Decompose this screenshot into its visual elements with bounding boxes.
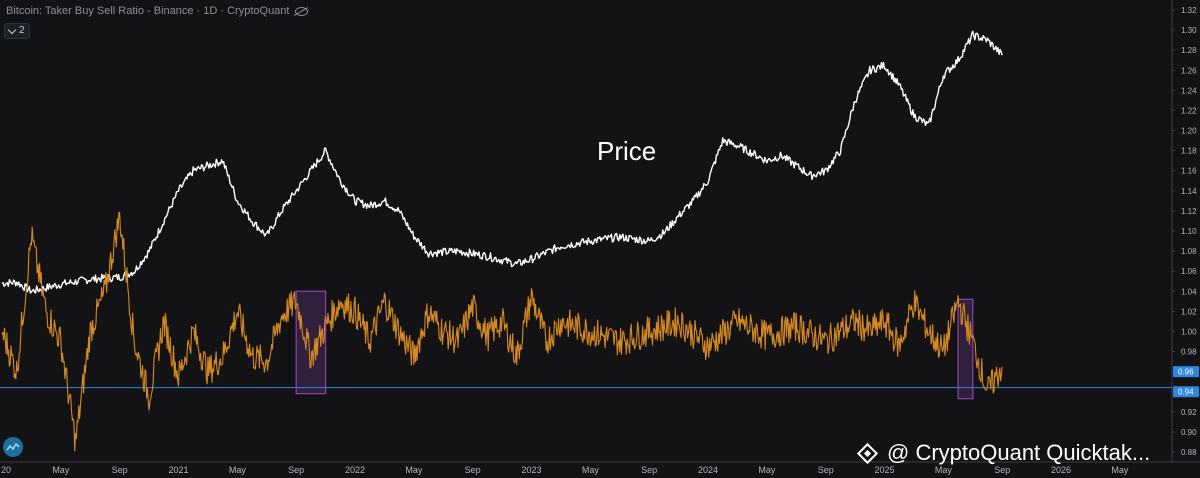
x-tick-label-16: May [935,465,953,475]
x-tick-label-13: May [758,465,776,475]
x-tick-label-8: Sep [465,465,481,475]
chart-title: Bitcoin: Taker Buy Sell Ratio - Binance … [6,5,290,17]
x-tick-label-11: Sep [641,465,657,475]
indicator-count: 2 [19,25,25,36]
x-tick-label-12: 2024 [698,465,718,475]
y-tick-label-16: 1.20 [1181,127,1197,136]
y-tick-label-17: 1.22 [1181,106,1197,115]
series-line-0 [1,30,1003,294]
x-tick-label-10: May [582,465,600,475]
x-tick-label-0: 20 [1,465,11,475]
cryptoquant-logo-icon[interactable] [3,437,23,457]
y-tick-label-12: 1.12 [1181,207,1197,216]
y-tick-label-0: 0.88 [1181,448,1197,457]
y-tick-label-10: 1.08 [1181,247,1197,256]
y-tick-label-11: 1.10 [1181,227,1197,236]
x-tick-label-14: Sep [818,465,834,475]
value-badge-bg-1 [1173,386,1199,398]
binance-diamond-icon [856,442,879,464]
x-tick-label-1: May [52,465,70,475]
y-tick-label-5: 0.98 [1181,348,1197,357]
x-tick-label-2: Sep [112,465,128,475]
x-tick-label-15: 2025 [875,465,895,475]
value-badge-text-1: 0.94 [1178,388,1194,397]
x-tick-label-9: 2023 [522,465,542,475]
chart-header: Bitcoin: Taker Buy Sell Ratio - Binance … [6,5,309,17]
y-tick-label-9: 1.06 [1181,267,1197,276]
y-tick-label-7: 1.02 [1181,307,1197,316]
y-tick-label-6: 1.00 [1181,327,1197,336]
value-badge-text-0: 0.96 [1178,368,1194,377]
y-tick-label-2: 0.92 [1181,408,1197,417]
value-badge-bg-0 [1173,366,1199,378]
value-badge-1: 0.94 [1173,386,1199,398]
y-tick-label-1: 0.90 [1181,428,1197,437]
indicator-collapse-button[interactable]: 2 [4,23,30,39]
highlight-box-1 [957,298,974,400]
y-tick-label-22: 1.32 [1181,6,1197,15]
y-tick-label-14: 1.16 [1181,167,1197,176]
x-tick-label-7: May [405,465,423,475]
x-tick-label-5: Sep [288,465,304,475]
x-tick-label-3: 2021 [168,465,188,475]
x-tick-label-17: Sep [994,465,1010,475]
x-tick-label-6: 2022 [345,465,365,475]
y-tick-label-13: 1.14 [1181,187,1197,196]
y-tick-label-8: 1.04 [1181,287,1197,296]
value-badge-0: 0.96 [1173,366,1199,378]
eye-off-icon[interactable] [295,6,309,16]
watermark-text: @ CryptoQuant Quicktak... [887,440,1151,465]
y-tick-label-19: 1.26 [1181,66,1197,75]
y-tick-label-18: 1.24 [1181,86,1197,95]
x-tick-label-18: 2026 [1051,465,1071,475]
y-tick-label-21: 1.30 [1181,26,1197,35]
y-tick-label-20: 1.28 [1181,46,1197,55]
series-line-1 [1,211,1003,452]
x-tick-label-19: May [1111,465,1129,475]
price-annotation: Price [597,136,657,166]
watermark: @ CryptoQuant Quicktak... [856,440,1151,466]
x-tick-label-4: May [229,465,247,475]
chevron-down-icon [7,25,17,34]
y-tick-label-15: 1.18 [1181,147,1197,156]
